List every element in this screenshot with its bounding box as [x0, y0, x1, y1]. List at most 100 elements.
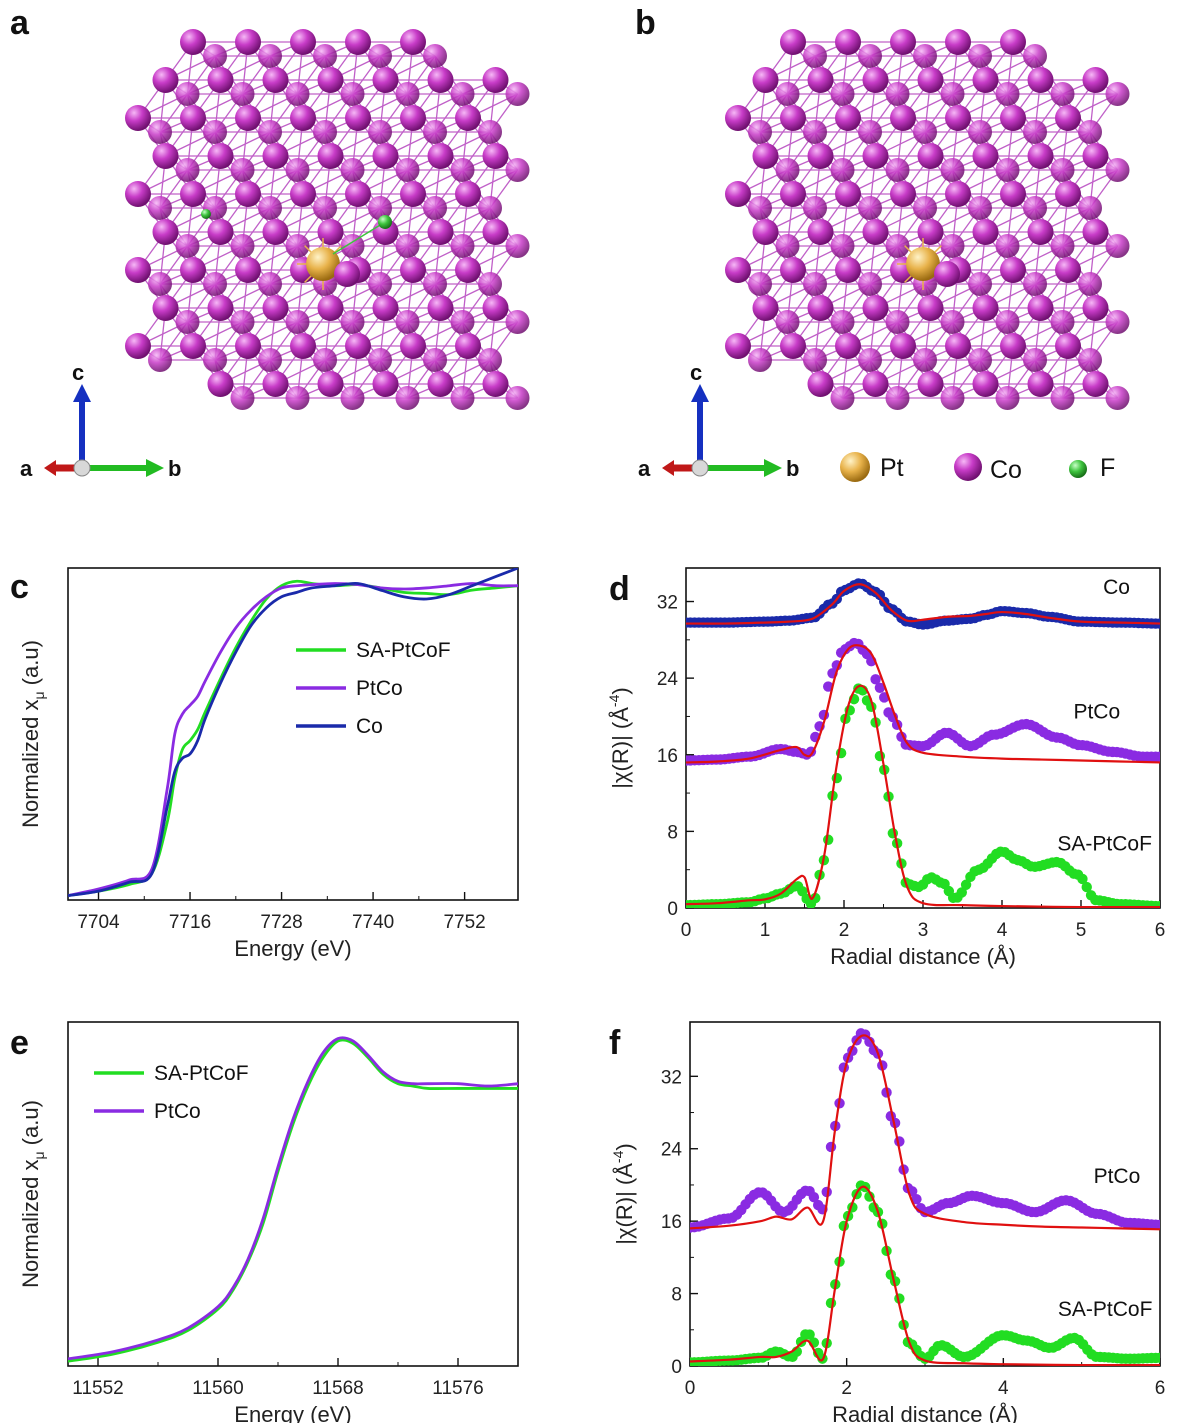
co-atom — [1000, 105, 1026, 131]
panel-f-letter: f — [609, 1024, 621, 1062]
co-line — [68, 568, 518, 897]
co-atom — [945, 333, 971, 359]
co-atom — [1082, 371, 1109, 397]
co-atom — [258, 348, 282, 372]
co-atom — [450, 234, 475, 258]
y-axis-label: |χ(R)| (Å-4) — [610, 1143, 637, 1244]
co-atom — [148, 120, 172, 144]
co-atom — [830, 158, 855, 182]
sa-ptcof-fit-line — [686, 684, 1160, 908]
co-atom — [262, 143, 289, 169]
co-atom — [230, 82, 255, 106]
co-atom — [317, 295, 344, 321]
y-tick-label: 0 — [667, 899, 678, 920]
co-atom — [862, 219, 889, 245]
co-atom — [775, 158, 800, 182]
co-atom — [395, 158, 420, 182]
co-atom — [775, 310, 800, 334]
co-atom — [858, 44, 882, 68]
co-atom — [262, 219, 289, 245]
crystal-structure-b — [725, 29, 1130, 410]
x-tick-label: 6 — [1155, 920, 1166, 941]
co-atom — [175, 234, 200, 258]
co-atom — [395, 386, 420, 410]
co-atom — [482, 219, 509, 245]
co-atom — [290, 29, 316, 55]
co-atom — [1000, 257, 1026, 283]
co-atom — [835, 181, 861, 207]
co-atom — [913, 120, 937, 144]
f-legend-sphere — [1069, 460, 1087, 478]
x-tick-label: 2 — [841, 1378, 852, 1399]
c-axis-label: c — [72, 360, 84, 385]
y-tick-label: 32 — [661, 1067, 682, 1088]
co-atom — [830, 386, 855, 410]
co-atom — [317, 143, 344, 169]
co-atom — [968, 120, 992, 144]
co-atom — [290, 105, 316, 131]
a-axis-arrowhead — [44, 460, 56, 476]
co-atom — [455, 333, 481, 359]
sa-ptcof-data-point — [797, 886, 808, 897]
co-atom — [807, 143, 834, 169]
co-atom — [830, 310, 855, 334]
co-atom — [1105, 234, 1130, 258]
sa-ptcof-data-point — [956, 887, 967, 898]
a-axis-label: a — [20, 456, 33, 481]
co-atom — [285, 310, 310, 334]
co-atom — [995, 158, 1020, 182]
co-atom — [368, 272, 392, 296]
ptco-fit-line — [686, 644, 1160, 764]
x-tick-label: 7752 — [443, 912, 485, 933]
co-atom — [148, 196, 172, 220]
co-atom — [230, 234, 255, 258]
co-atom — [917, 67, 944, 93]
co-atom — [203, 272, 227, 296]
co-atom — [934, 261, 960, 287]
y-tick-label: 16 — [657, 746, 678, 767]
co-atom — [345, 333, 371, 359]
co-atom — [1000, 181, 1026, 207]
y-tick-label: 8 — [667, 822, 678, 843]
legend-label: SA-PtCoF — [154, 1062, 249, 1085]
co-atom — [1055, 257, 1081, 283]
sa-ptcof-fit-line — [690, 1185, 1160, 1366]
ptco-data-point — [825, 1141, 837, 1153]
co-atom — [775, 82, 800, 106]
co-atom — [940, 310, 965, 334]
plot-area — [68, 1036, 518, 1363]
sa-ptcof-data-series — [686, 683, 1160, 908]
co-atom — [175, 82, 200, 106]
co-atom — [230, 158, 255, 182]
co-atom — [890, 105, 916, 131]
x-tick-label: 11568 — [312, 1378, 363, 1399]
x-tick-label: 7728 — [260, 912, 302, 933]
f-bond — [332, 221, 386, 255]
ptco-data-point — [911, 1193, 922, 1205]
co-atom — [235, 181, 261, 207]
co-atom — [972, 219, 999, 245]
co-atom — [807, 219, 834, 245]
co-atom — [940, 82, 965, 106]
co-atom — [345, 105, 371, 131]
co-atom — [285, 234, 310, 258]
co-atom — [940, 386, 965, 410]
x-tick-label: 11552 — [72, 1378, 123, 1399]
co-atom — [203, 44, 227, 68]
y-axis-label: Normalized xμ (a.u) — [18, 1100, 47, 1288]
sa-ptcof-data-point — [1154, 1352, 1160, 1364]
co-atom — [427, 143, 454, 169]
ptco-data-point — [874, 682, 886, 693]
co-atom — [968, 272, 992, 296]
co-atom — [450, 82, 475, 106]
co-atom — [917, 143, 944, 169]
panel-d: d 0 1 2 3 4 5 6 0 8 16 24 32 Radial distance (Å) |χ(R… — [606, 567, 1166, 969]
b-axis-arrowhead — [764, 459, 782, 477]
co-atom — [1027, 143, 1054, 169]
co-atom — [368, 348, 392, 372]
plot-area — [686, 578, 1160, 908]
origin-sphere — [73, 459, 91, 477]
co-atom — [478, 272, 502, 296]
f-atom — [378, 215, 392, 229]
